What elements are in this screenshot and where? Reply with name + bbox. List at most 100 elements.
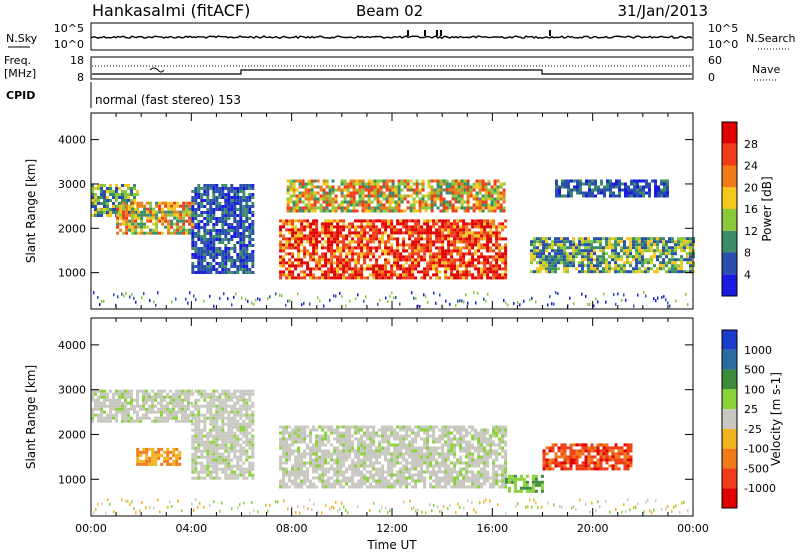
- data-cell: [221, 401, 225, 405]
- data-cell: [382, 191, 386, 195]
- data-cell: [136, 193, 139, 196]
- data-cell: [337, 188, 341, 192]
- data-cell: [166, 392, 169, 396]
- data-cell: [456, 264, 460, 268]
- data-cell: [348, 434, 352, 438]
- data-cell: [551, 270, 554, 274]
- data-cell: [133, 410, 136, 414]
- data-cell: [617, 267, 620, 271]
- data-cell: [369, 437, 373, 441]
- data-cell: [200, 392, 204, 396]
- data-cell: [185, 228, 189, 232]
- data-cell: [451, 203, 455, 207]
- data-cell: [348, 261, 352, 265]
- data-cell: [285, 473, 289, 477]
- data-cell: [215, 416, 219, 420]
- data-cell: [288, 237, 292, 241]
- data-cell: [539, 264, 542, 268]
- data-cell: [176, 201, 180, 205]
- data-cell: [357, 473, 361, 477]
- data-cell: [300, 237, 304, 241]
- data-cell: [536, 246, 539, 250]
- data-cell: [125, 225, 129, 229]
- data-cell: [372, 464, 376, 468]
- data-cell: [381, 225, 385, 229]
- data-cell: [572, 249, 575, 253]
- data-cell: [554, 252, 557, 256]
- data-cell: [309, 237, 313, 241]
- data-cell: [239, 398, 243, 402]
- data-cell: [566, 255, 569, 259]
- data-cell: [291, 482, 295, 486]
- data-cell: [366, 267, 370, 271]
- data-cell: [563, 249, 566, 253]
- data-cell: [215, 413, 219, 417]
- data-cell: [478, 206, 482, 210]
- data-cell: [315, 261, 319, 265]
- data-cell: [251, 428, 255, 432]
- data-cell: [324, 261, 328, 265]
- data-cell: [429, 264, 433, 268]
- noise-cell: [227, 297, 229, 301]
- noise-cell: [319, 299, 321, 303]
- data-cell: [456, 276, 460, 280]
- data-cell: [112, 208, 115, 211]
- data-cell: [429, 219, 433, 223]
- data-cell: [456, 219, 460, 223]
- data-cell: [194, 250, 198, 253]
- data-cell: [103, 205, 106, 208]
- data-cell: [333, 234, 337, 238]
- data-cell: [303, 476, 307, 480]
- data-cell: [200, 187, 204, 190]
- data-cell: [191, 476, 195, 480]
- data-cell: [474, 219, 478, 223]
- data-cell: [245, 392, 249, 396]
- data-cell: [115, 401, 118, 405]
- data-cell: [402, 237, 406, 241]
- data-cell: [294, 482, 298, 486]
- data-cell: [614, 261, 617, 265]
- data-cell: [224, 416, 228, 420]
- data-cell: [578, 243, 581, 247]
- data-cell: [653, 264, 656, 268]
- data-cell: [221, 253, 225, 256]
- data-cell: [400, 179, 404, 183]
- data-cell: [322, 194, 326, 198]
- data-cell: [551, 255, 554, 259]
- data-cell: [282, 473, 286, 477]
- data-cell: [671, 237, 674, 241]
- data-cell: [414, 231, 418, 235]
- data-cell: [166, 401, 169, 405]
- data-cell: [587, 237, 590, 241]
- data-cell: [181, 419, 184, 423]
- data-cell: [182, 201, 186, 205]
- data-cell: [233, 476, 237, 480]
- noise-cell: [615, 302, 617, 306]
- data-cell: [328, 200, 332, 204]
- data-cell: [545, 246, 548, 250]
- data-cell: [294, 431, 298, 435]
- data-cell: [487, 182, 491, 186]
- data-cell: [215, 437, 219, 441]
- data-cell: [566, 252, 569, 256]
- data-cell: [432, 222, 436, 226]
- data-cell: [109, 413, 112, 417]
- data-cell: [286, 206, 290, 210]
- data-cell: [438, 264, 442, 268]
- data-cell: [242, 232, 246, 235]
- data-cell: [498, 255, 502, 259]
- data-cell: [657, 188, 660, 192]
- data-cell: [409, 194, 413, 198]
- data-cell: [131, 207, 135, 211]
- data-cell: [603, 191, 606, 195]
- data-cell: [294, 434, 298, 438]
- data-cell: [203, 199, 207, 202]
- data-cell: [394, 191, 398, 195]
- data-cell: [468, 222, 472, 226]
- data-cell: [227, 425, 231, 429]
- data-cell: [405, 270, 409, 274]
- data-cell: [614, 240, 617, 244]
- data-cell: [319, 188, 323, 192]
- data-cell: [224, 259, 228, 262]
- data-cell: [136, 413, 139, 417]
